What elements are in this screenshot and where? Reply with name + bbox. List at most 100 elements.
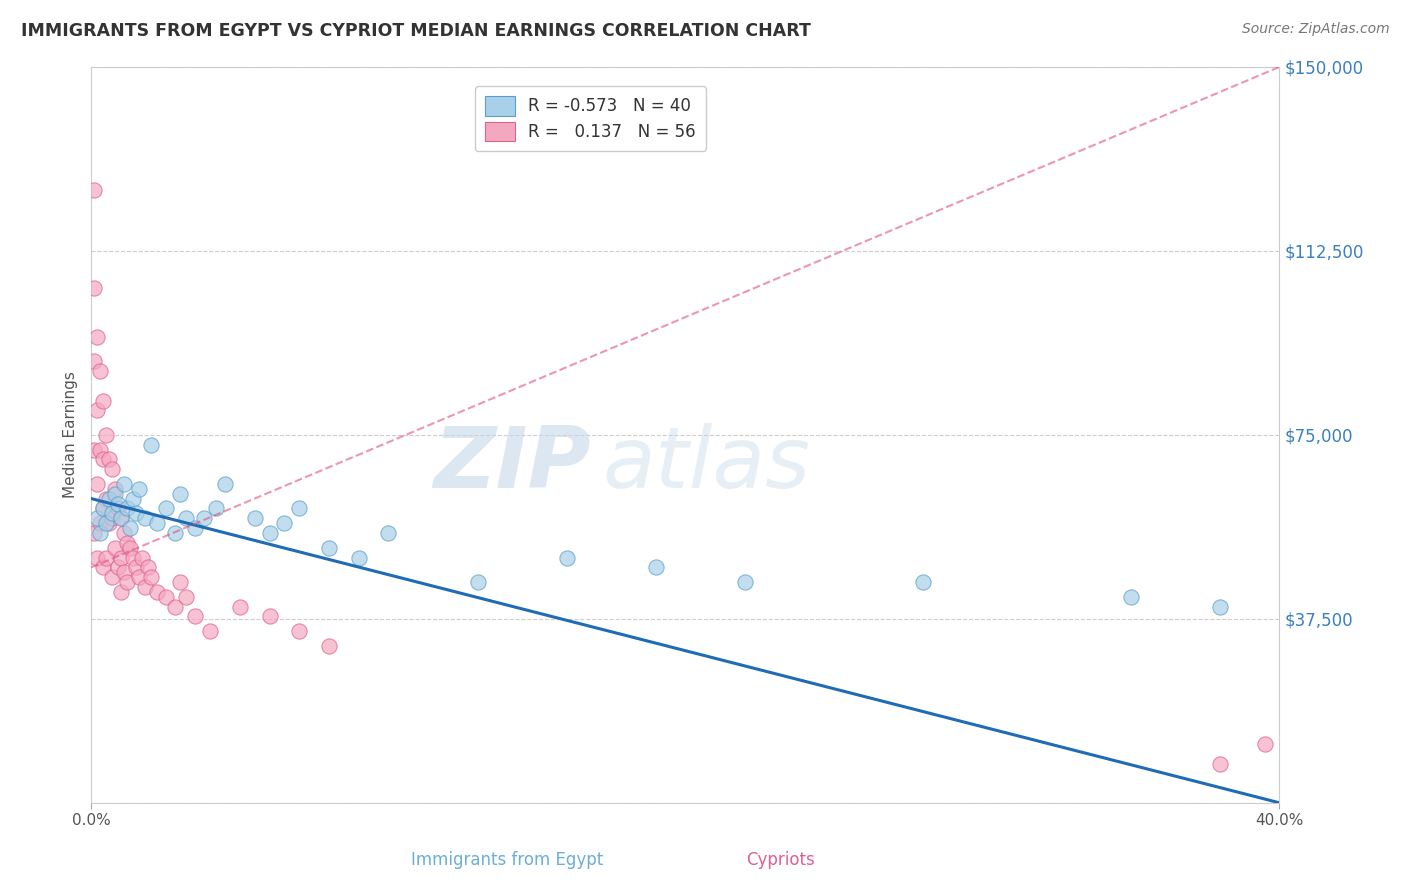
Point (89, 525, 111, 540)
Point (555, 550, 578, 565)
Point (184, 609, 207, 624)
Point (1119, 590, 1142, 604)
Point (110, 585, 132, 599)
Point (115, 535, 138, 549)
Point (273, 516, 295, 530)
Point (107, 496, 129, 510)
Point (104, 541, 127, 555)
Point (83, 525, 105, 540)
Text: ZIP: ZIP (433, 423, 591, 506)
Point (115, 574, 138, 589)
Point (91, 393, 114, 408)
Point (134, 580, 156, 594)
Point (122, 550, 145, 565)
Point (91, 560, 114, 574)
Point (101, 506, 124, 520)
Point (176, 590, 198, 604)
Point (644, 560, 666, 574)
Point (104, 487, 127, 501)
Point (169, 487, 191, 501)
Point (125, 506, 148, 520)
Point (193, 511, 215, 525)
Point (131, 550, 153, 565)
Point (155, 590, 177, 604)
Point (83, 354, 105, 368)
Point (96, 516, 118, 530)
Point (214, 476, 236, 491)
Point (169, 574, 191, 589)
Point (125, 560, 148, 574)
Point (1253, 737, 1275, 751)
Point (134, 511, 156, 525)
Text: Cypriots: Cypriots (747, 851, 815, 869)
Point (118, 541, 141, 555)
Text: atlas: atlas (602, 423, 810, 506)
Point (259, 525, 281, 540)
Point (118, 521, 141, 535)
Point (288, 624, 311, 639)
Point (83, 182, 105, 196)
Legend: R = -0.573   N = 40, R =   0.137   N = 56: R = -0.573 N = 40, R = 0.137 N = 56 (475, 87, 706, 152)
Point (318, 541, 340, 555)
Point (163, 525, 186, 540)
Point (184, 521, 207, 535)
Point (1209, 756, 1232, 771)
Point (96, 550, 118, 565)
Point (1209, 599, 1232, 614)
Point (243, 511, 266, 525)
Text: Immigrants from Egypt: Immigrants from Egypt (411, 851, 603, 869)
Point (112, 525, 135, 540)
Point (101, 511, 124, 525)
Point (89, 442, 111, 457)
Point (377, 525, 399, 540)
Point (91, 452, 114, 467)
Point (83, 280, 105, 294)
Point (96, 427, 118, 442)
Point (139, 437, 162, 451)
Point (128, 482, 150, 496)
Point (86, 550, 108, 565)
Point (259, 609, 281, 624)
Point (229, 599, 252, 614)
Point (98, 516, 121, 530)
Point (205, 501, 228, 516)
Point (98, 452, 121, 467)
Point (122, 491, 145, 506)
Point (101, 462, 124, 476)
Point (145, 516, 167, 530)
Point (110, 550, 132, 565)
Point (91, 501, 114, 516)
Point (96, 491, 118, 506)
Point (86, 403, 108, 417)
Point (110, 511, 132, 525)
Point (163, 599, 186, 614)
Point (347, 550, 370, 565)
Point (107, 560, 129, 574)
Point (91, 501, 114, 516)
Point (110, 511, 132, 525)
Point (734, 574, 756, 589)
Point (86, 511, 108, 525)
Point (288, 501, 311, 516)
Point (176, 511, 198, 525)
Point (139, 570, 162, 584)
Point (101, 570, 124, 584)
Point (145, 585, 167, 599)
Point (98, 491, 121, 506)
Point (467, 574, 489, 589)
Point (136, 560, 159, 574)
Point (104, 482, 127, 496)
Point (83, 442, 105, 457)
Point (86, 476, 108, 491)
Point (107, 501, 129, 516)
Point (200, 624, 222, 639)
Point (155, 501, 177, 516)
Text: IMMIGRANTS FROM EGYPT VS CYPRIOT MEDIAN EARNINGS CORRELATION CHART: IMMIGRANTS FROM EGYPT VS CYPRIOT MEDIAN … (21, 22, 811, 40)
Point (86, 330, 108, 344)
Text: Source: ZipAtlas.com: Source: ZipAtlas.com (1241, 22, 1389, 37)
Y-axis label: Median Earnings: Median Earnings (63, 371, 79, 499)
Point (128, 570, 150, 584)
Point (112, 476, 135, 491)
Point (318, 639, 340, 653)
Point (112, 566, 135, 580)
